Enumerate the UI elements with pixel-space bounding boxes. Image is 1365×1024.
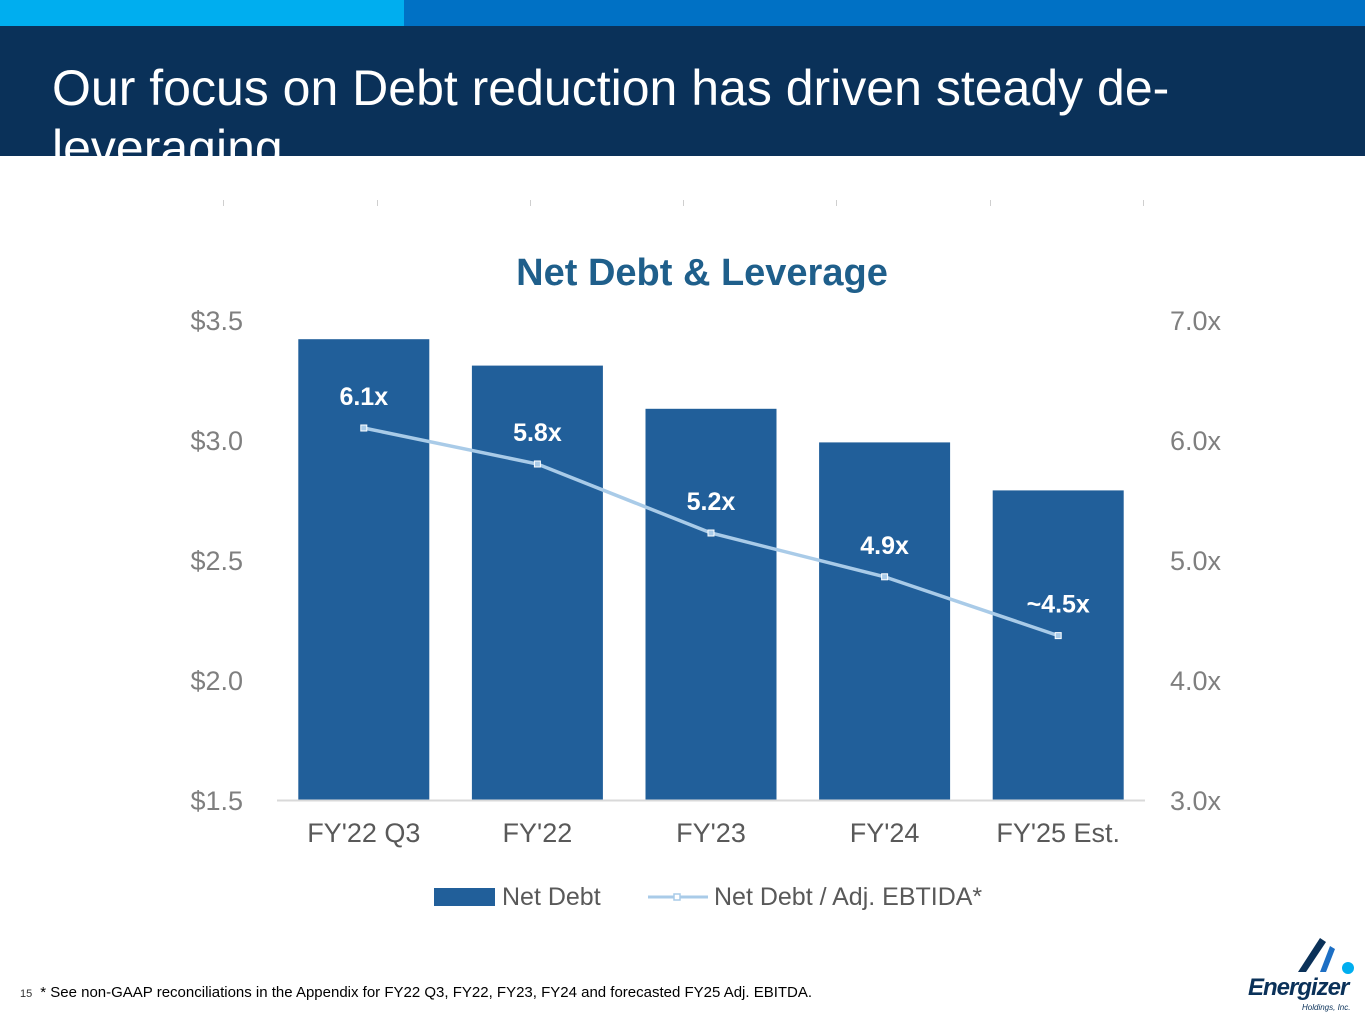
y-right-tick-label: 5.0x [1170, 546, 1222, 576]
category-label: FY'22 [503, 818, 573, 848]
category-label: FY'24 [850, 818, 920, 848]
legend-label-net-debt: Net Debt [502, 883, 601, 911]
decorative-tick-marks [0, 200, 1365, 208]
category-label: FY'23 [676, 818, 746, 848]
y-left-tick-label: $2.5 [190, 546, 243, 576]
y-left-tick-label: $3.0 [190, 426, 243, 456]
leverage-point [881, 573, 889, 581]
y-right-tick-label: 7.0x [1170, 306, 1222, 336]
y-left-tick-label: $1.5 [190, 786, 243, 816]
category-label: FY'25 Est. [996, 818, 1120, 848]
net-debt-bar [819, 442, 951, 800]
footnote: 15 * See non-GAAP reconciliations in the … [20, 984, 812, 1001]
leverage-point [707, 529, 715, 537]
logo-mark-icon [1298, 938, 1354, 974]
leverage-data-label: 5.2x [687, 488, 736, 516]
net-debt-bar [645, 408, 777, 800]
top-accent-bar-light [0, 0, 404, 26]
leverage-data-label: ~4.5x [1027, 591, 1090, 619]
leverage-point [1054, 632, 1062, 640]
leverage-point [360, 424, 368, 432]
slide-header: Our focus on Debt reduction has driven s… [0, 26, 1365, 176]
legend-label-leverage: Net Debt / Adj. EBTIDA* [714, 883, 982, 911]
net-debt-bar [992, 490, 1124, 800]
top-accent-bar-dark [404, 0, 1365, 26]
y-right-tick-label: 6.0x [1170, 426, 1222, 456]
category-label: FY'22 Q3 [307, 818, 420, 848]
leverage-data-label: 6.1x [339, 383, 388, 411]
y-right-tick-label: 4.0x [1170, 666, 1222, 696]
legend-marker-leverage [673, 893, 681, 901]
footnote-text: * See non-GAAP reconciliations in the Ap… [40, 984, 813, 1001]
leverage-data-label: 4.9x [860, 532, 909, 560]
legend-swatch-net-debt [434, 888, 495, 906]
chart-title: Net Debt & Leverage [516, 252, 888, 294]
net-debt-bar [298, 339, 430, 800]
slide-title: Our focus on Debt reduction has driven s… [52, 60, 1170, 176]
energizer-logo: Energizer Holdings, Inc. [1240, 932, 1360, 1016]
y-left-tick-label: $3.5 [190, 306, 243, 336]
y-right-tick-label: 3.0x [1170, 786, 1222, 816]
y-left-tick-label: $2.0 [190, 666, 243, 696]
logo-name: Energizer [1248, 974, 1349, 1001]
leverage-point [533, 460, 541, 468]
leverage-data-label: 5.8x [513, 419, 562, 447]
page-number: 15 [20, 988, 33, 1000]
net-debt-bar [471, 365, 603, 800]
logo-subtitle: Holdings, Inc. [1302, 1003, 1351, 1012]
